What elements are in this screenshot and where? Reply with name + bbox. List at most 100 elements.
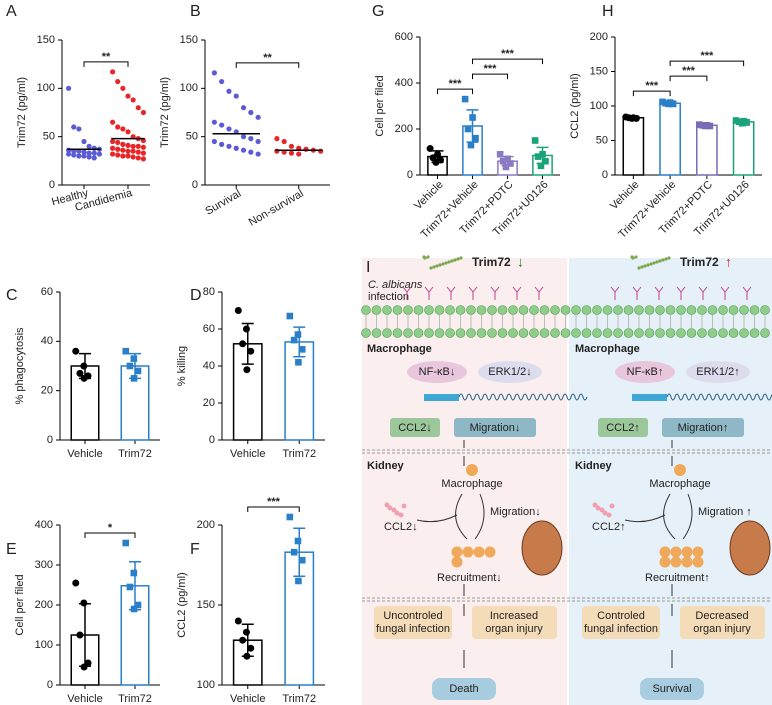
trim72-dot: [631, 256, 635, 260]
recruited-cell: [462, 546, 474, 558]
y-tick-label: 200: [395, 123, 413, 135]
trim72-dot: [649, 262, 653, 266]
data-point: [295, 577, 302, 585]
data-point: [255, 114, 261, 120]
data-point: [542, 157, 549, 165]
data-point: [295, 359, 302, 366]
data-point: [469, 114, 476, 121]
outcome-box: [374, 606, 452, 639]
data-point: [298, 346, 306, 353]
data-point: [226, 143, 232, 149]
data-point: [274, 148, 280, 154]
y-tick-label: 200: [35, 599, 53, 611]
significance-label: ***: [267, 496, 281, 508]
membrane-head: [560, 328, 571, 338]
data-point: [537, 162, 545, 170]
error-bar: [293, 527, 306, 577]
y-tick-label: 400: [395, 77, 413, 89]
membrane-head: [613, 305, 623, 315]
significance-bracket: [247, 506, 300, 512]
data-point: [115, 78, 121, 85]
trim72-arrow: ↑: [725, 254, 732, 270]
data-point: [502, 163, 510, 171]
data-point: [130, 148, 136, 154]
data-point: [219, 141, 225, 147]
membrane-head: [760, 328, 770, 338]
data-point: [239, 636, 247, 644]
membrane-head: [539, 305, 550, 315]
data-point: [115, 139, 121, 146]
pathogen: infection: [368, 291, 409, 303]
membrane-head: [434, 328, 445, 338]
fungus: [632, 286, 642, 300]
outcome-box: [472, 606, 557, 639]
recruited-cell: [681, 546, 693, 558]
y-tick-label: 60: [203, 323, 215, 335]
membrane-head: [644, 328, 655, 338]
data-point: [281, 138, 287, 145]
data-point: [134, 367, 142, 375]
gene-promoter: [632, 394, 667, 401]
data-point: [91, 155, 97, 161]
trim72-dot: [637, 266, 641, 270]
kidney-organ: [521, 520, 563, 576]
data-point: [130, 143, 136, 149]
data-point: [110, 151, 116, 157]
significance-label: ***: [700, 50, 714, 62]
trim72-dot: [447, 260, 451, 264]
data-point: [296, 151, 302, 157]
kidney-organ: [729, 520, 771, 576]
x-tick-label: Vehicle: [608, 179, 642, 213]
kidney-migration-label: Migration ↑: [698, 506, 752, 518]
membrane-head: [728, 328, 739, 338]
membrane-head: [707, 328, 718, 338]
data-point: [125, 148, 131, 154]
y-tick-label: 60: [41, 286, 53, 298]
data-point: [91, 145, 97, 151]
data-point: [226, 126, 232, 132]
membrane-head: [581, 305, 592, 315]
membrane-head: [361, 328, 371, 338]
significance-label: ***: [501, 48, 515, 60]
data-point: [80, 599, 88, 607]
data-point: [243, 652, 251, 660]
membrane-head: [655, 328, 665, 338]
x-tick-label: Trim72: [118, 693, 152, 705]
significance-bracket: [83, 61, 129, 67]
data-point: [130, 375, 138, 382]
data-point: [243, 366, 251, 374]
panel-letter: B: [190, 3, 201, 20]
outcome-left-label: fungal infection: [376, 623, 450, 635]
data-point: [242, 628, 250, 636]
y-tick-label: 100: [180, 82, 198, 94]
significance-bracket: [437, 88, 473, 95]
membrane-head: [550, 328, 560, 338]
fungus: [720, 286, 730, 300]
data-point: [115, 152, 121, 158]
membrane-head: [403, 305, 413, 315]
y-tick-label: 40: [203, 360, 215, 372]
membrane-head: [445, 305, 455, 315]
ccl2-dot: [602, 510, 608, 516]
final-label: Death: [449, 683, 478, 695]
membrane-head: [571, 305, 581, 315]
recruited-cell: [670, 556, 682, 568]
outcome-box: [582, 606, 660, 639]
y-tick-label: 50: [596, 134, 608, 146]
data-point: [426, 145, 434, 153]
significance-bracket: [235, 62, 300, 68]
data-point: [534, 153, 542, 160]
y-tick-label: 0: [47, 679, 53, 691]
trim72-dot: [432, 265, 436, 269]
data-point: [234, 617, 242, 625]
data-point: [115, 124, 121, 130]
data-point: [499, 157, 507, 165]
kidney-label: Kidney: [367, 460, 405, 472]
data-point: [140, 156, 146, 162]
nfkb-node: [407, 361, 467, 383]
data-point: [130, 355, 138, 362]
significance-bracket: [669, 60, 745, 67]
dna-helix: [666, 393, 772, 401]
data-point: [628, 114, 636, 122]
y-tick-label: 150: [37, 34, 55, 46]
